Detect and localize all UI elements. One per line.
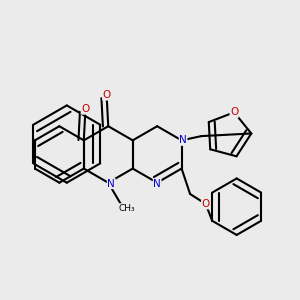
Text: O: O <box>103 90 111 100</box>
Text: CH₃: CH₃ <box>118 204 135 213</box>
Text: N: N <box>153 179 161 189</box>
Text: O: O <box>81 104 89 114</box>
Text: O: O <box>230 107 238 117</box>
Text: O: O <box>202 199 210 209</box>
Text: N: N <box>179 135 187 145</box>
Text: N: N <box>107 178 115 189</box>
